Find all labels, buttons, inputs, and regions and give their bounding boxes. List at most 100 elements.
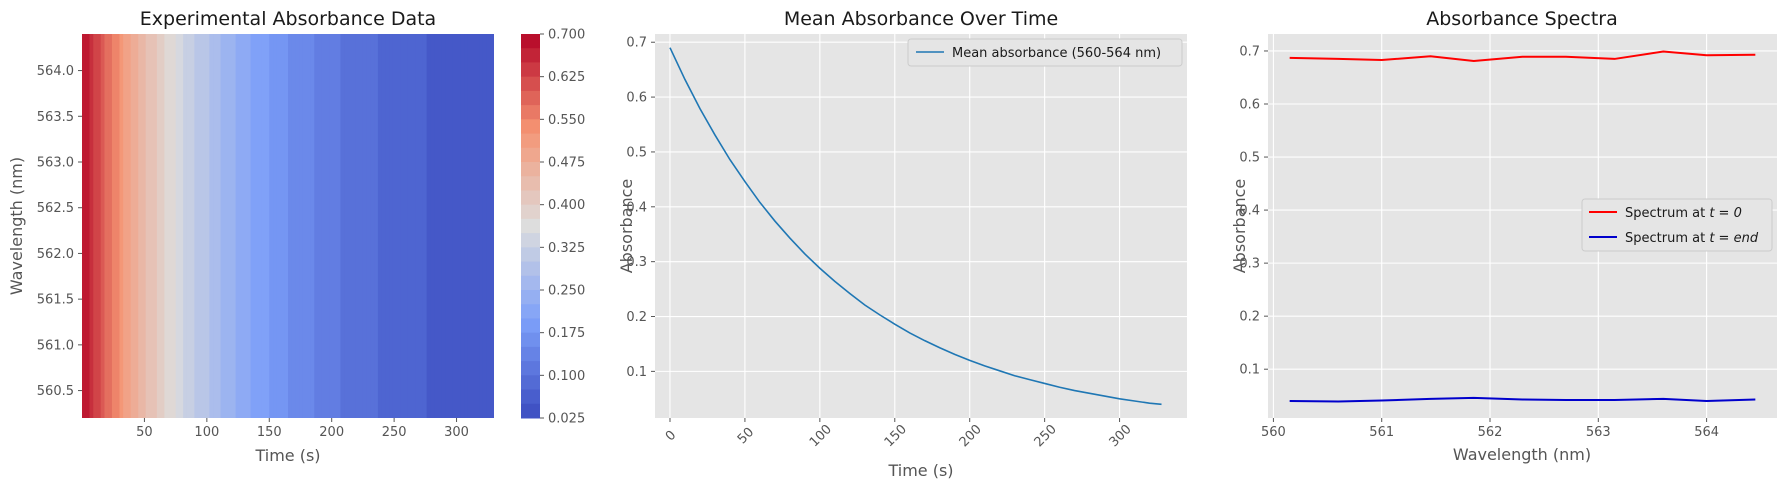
heatmap-cell (220, 34, 225, 418)
heatmap-cells (82, 34, 494, 418)
spectra-x-tick-label: 564 (1694, 425, 1719, 440)
heatmap-panel: Experimental Absorbance Data 50 100 150 200… (7, 8, 585, 465)
heatmap-cell (362, 34, 368, 418)
heatmap-cell (276, 34, 282, 418)
heatmap-cell (415, 34, 420, 418)
heatmap-x-tick-label: 50 (136, 425, 153, 440)
heatmap-cell (179, 34, 184, 418)
heatmap-cell (452, 34, 458, 418)
heatmap-cell (205, 34, 210, 418)
heatmap-cell (460, 34, 465, 418)
colorbar-band (521, 346, 540, 362)
heatmap-y-label: Wavelength (nm) (7, 157, 26, 295)
heatmap-x-ticks: 50 100 150 200 250 300 (136, 418, 469, 440)
heatmap-cell (201, 34, 207, 418)
heatmap-cell (419, 34, 424, 418)
mean-y-tick-label: 0.3 (626, 255, 647, 270)
heatmap-y-tick-label: 561.5 (37, 293, 74, 308)
heatmap-cell (153, 34, 158, 418)
mean-title: Mean Absorbance Over Time (784, 8, 1058, 30)
colorbar-band (521, 247, 540, 263)
heatmap-cell (216, 34, 222, 418)
heatmap-cell (186, 34, 192, 418)
colorbar-band (521, 318, 540, 334)
spectra-x-label: Wavelength (nm) (1453, 445, 1591, 464)
heatmap-cell (374, 34, 379, 418)
heatmap-cell (235, 34, 240, 418)
colorbar-tick-label: 0.025 (548, 412, 585, 427)
colorbar-band (521, 375, 540, 391)
colorbar-band (521, 147, 540, 163)
heatmap-cell (411, 34, 416, 418)
colorbar-band (521, 290, 540, 305)
heatmap-cell (430, 34, 435, 418)
spectra-y-tick-label: 0.4 (1239, 204, 1260, 219)
heatmap-cell (370, 34, 375, 418)
heatmap-y-tick-label: 563.5 (37, 110, 74, 125)
heatmap-y-tick-label: 562.0 (37, 247, 74, 262)
heatmap-cell (396, 34, 401, 418)
heatmap-cell (160, 34, 165, 418)
colorbar-tick-label: 0.100 (548, 369, 585, 384)
heatmap-cell (475, 34, 480, 418)
spectra-x-tick-label: 562 (1478, 425, 1503, 440)
heatmap-cell (239, 34, 244, 418)
heatmap-cell (198, 34, 203, 418)
heatmap-cell (168, 34, 173, 418)
colorbar-tick-label: 0.400 (548, 198, 585, 213)
heatmap-cell (231, 34, 237, 418)
heatmap-cell (261, 34, 267, 418)
heatmap-cell (434, 34, 439, 418)
heatmap-cell (194, 34, 199, 418)
heatmap-cell (381, 34, 386, 418)
colorbar-band (521, 48, 540, 63)
colorbar-tick-label: 0.475 (548, 156, 585, 171)
heatmap-cell (329, 34, 334, 418)
heatmap-cell (108, 34, 113, 418)
heatmap-cell (467, 34, 473, 418)
spectra-legend-label-tend: Spectrum at t = end (1625, 231, 1759, 246)
spectra-x-tick-label: 563 (1586, 425, 1611, 440)
colorbar-band (521, 233, 540, 248)
heatmap-cell (400, 34, 405, 418)
heatmap-cell (175, 34, 180, 418)
heatmap-cell (295, 34, 300, 418)
mean-plot-background (655, 34, 1187, 418)
heatmap-cell (332, 34, 338, 418)
mean-x-tick-label: 150 (882, 422, 910, 450)
colorbar-band (521, 105, 540, 120)
colorbar-band (521, 190, 540, 206)
heatmap-cell (310, 34, 315, 418)
heatmap-cell (126, 34, 132, 418)
heatmap-x-tick-label: 100 (194, 425, 219, 440)
colorbar-band (521, 403, 540, 419)
heatmap-cell (317, 34, 323, 418)
heatmap-y-tick-label: 561.0 (37, 338, 74, 353)
heatmap-cell (228, 34, 233, 418)
heatmap-y-tick-label: 564.0 (37, 64, 74, 79)
mean-x-tick-label: 200 (957, 422, 985, 450)
heatmap-cell (213, 34, 218, 418)
heatmap-cell (246, 34, 252, 418)
mean-x-tick-label: 100 (807, 422, 835, 450)
spectra-x-tick-label: 561 (1369, 425, 1394, 440)
mean-x-tick-label: 250 (1032, 422, 1060, 450)
heatmap-cell (464, 34, 469, 418)
colorbar-band (521, 204, 540, 220)
colorbar-band (521, 389, 540, 405)
colorbar-band (521, 34, 540, 49)
heatmap-cell (340, 34, 345, 418)
mean-x-tick-label: 0 (663, 428, 679, 444)
heatmap-cell (302, 34, 308, 418)
mean-x-tick-label: 50 (735, 425, 757, 447)
colorbar-band (521, 361, 540, 376)
colorbar-band (521, 332, 540, 348)
heatmap-cell (104, 34, 109, 418)
heatmap-cell (209, 34, 214, 418)
spectra-y-label: Absorbance (1230, 179, 1249, 274)
heatmap-cell (100, 34, 106, 418)
colorbar-band (521, 119, 540, 135)
heatmap-y-tick-label: 560.5 (37, 384, 74, 399)
heatmap-x-tick-label: 300 (444, 425, 469, 440)
heatmap-cell (171, 34, 177, 418)
